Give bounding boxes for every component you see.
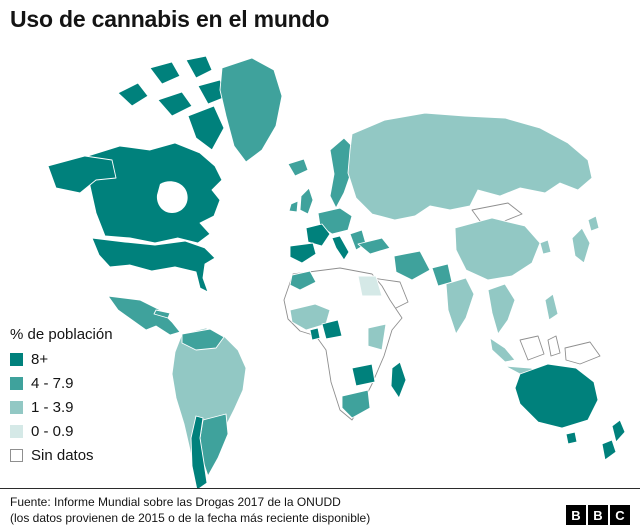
source-line-2: (los datos provienen de 2015 o de la fec…	[10, 511, 371, 525]
region-east-africa	[367, 323, 387, 351]
region-chile	[190, 415, 208, 488]
world-map	[47, 55, 626, 488]
region-south-africa	[341, 389, 371, 419]
legend-swatch-8plus	[10, 353, 23, 366]
legend-swatch-0-09	[10, 425, 23, 438]
region-sumatra	[489, 337, 516, 363]
legend-row-4-7: 4 - 7.9	[10, 375, 113, 392]
legend-label-0-09: 0 - 0.9	[31, 423, 74, 440]
bbc-logo-block-b1: B	[566, 505, 586, 525]
region-nigeria	[321, 319, 343, 340]
legend: % de población 8+ 4 - 7.9 1 - 3.9 0 - 0.…	[10, 326, 113, 472]
region-australia	[514, 363, 599, 429]
region-ireland	[288, 200, 299, 213]
region-borneo	[519, 335, 545, 361]
region-india	[445, 277, 475, 335]
region-italy	[331, 235, 350, 261]
bbc-logo-block-c: C	[610, 505, 630, 525]
bbc-logo: B B C	[566, 505, 630, 525]
region-new-guinea	[564, 341, 601, 365]
region-canada	[87, 142, 223, 244]
region-iran	[393, 250, 431, 281]
region-alaska	[47, 155, 117, 194]
region-cuba	[153, 309, 171, 319]
legend-row-0-09: 0 - 0.9	[10, 423, 113, 440]
legend-row-1-3: 1 - 3.9	[10, 399, 113, 416]
region-iceland	[287, 158, 309, 177]
legend-row-8plus: 8+	[10, 351, 113, 368]
region-sulawesi	[547, 335, 561, 357]
footer: Fuente: Informe Mundial sobre las Drogas…	[0, 488, 640, 532]
legend-label-no-data: Sin datos	[31, 447, 94, 464]
bbc-logo-block-b2: B	[588, 505, 608, 525]
source-line-1: Fuente: Informe Mundial sobre las Drogas…	[10, 495, 341, 509]
region-tasmania	[565, 431, 578, 445]
region-uk	[299, 187, 314, 215]
page-title: Uso de cannabis en el mundo	[10, 6, 330, 32]
region-new-zealand-south	[601, 439, 617, 461]
region-usa	[91, 237, 216, 293]
region-greenland	[219, 57, 283, 163]
region-egypt	[357, 275, 383, 297]
region-madagascar	[390, 361, 407, 399]
region-korea	[539, 239, 552, 255]
region-spain	[289, 242, 317, 264]
region-turkey	[357, 237, 391, 255]
legend-row-no-data: Sin datos	[10, 447, 113, 464]
region-se-asia	[487, 283, 516, 335]
region-mongolia	[471, 202, 523, 223]
region-new-zealand-north	[611, 419, 626, 443]
region-philippines	[544, 293, 559, 321]
legend-title: % de población	[10, 326, 113, 343]
legend-swatch-1-3	[10, 401, 23, 414]
region-mexico	[107, 295, 181, 336]
region-ghana	[309, 327, 321, 341]
legend-label-8plus: 8+	[31, 351, 49, 368]
region-arctic-islands	[117, 55, 229, 151]
region-china	[454, 217, 541, 281]
region-morocco	[289, 270, 317, 291]
region-colombia-venezuela	[181, 328, 225, 351]
region-russia-cis	[347, 112, 593, 221]
legend-label-4-7: 4 - 7.9	[31, 375, 74, 392]
region-zambia	[351, 363, 376, 387]
legend-swatch-4-7	[10, 377, 23, 390]
hudson-bay	[156, 181, 188, 213]
region-japan	[571, 215, 600, 264]
legend-label-1-3: 1 - 3.9	[31, 399, 74, 416]
legend-swatch-no-data	[10, 449, 23, 462]
region-france	[305, 223, 331, 247]
